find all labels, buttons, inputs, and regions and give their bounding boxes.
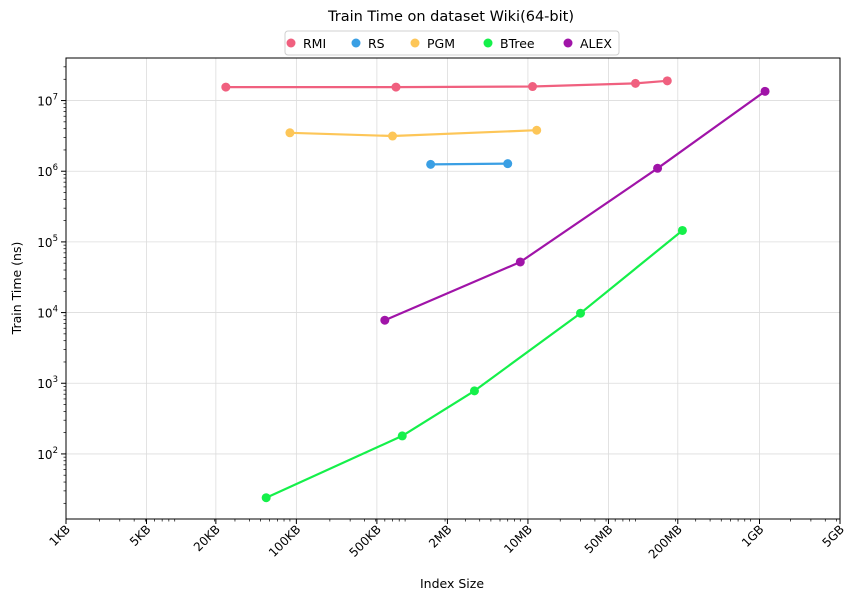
series-layer [221,76,770,503]
series-line-btree [265,229,684,499]
legend-box [284,30,620,56]
data-point-rs [426,159,436,169]
series-line-rmi [225,79,668,89]
x-axis-label: Index Size [420,576,484,591]
data-point-btree [261,493,271,503]
y-tick-label: 103 [37,375,58,391]
series-line-rs [430,162,508,166]
y-tick-label: 102 [37,446,58,462]
x-tick-label: 1GB [739,522,767,550]
data-point-pgm [388,131,398,141]
legend-marker-rs [351,38,361,48]
data-point-rmi [221,82,231,92]
y-tick-label: 106 [37,163,58,179]
data-point-alex [380,315,390,325]
x-axis-ticks: 1KB 5KB 20KB 100KB 500KB 2MB 10MB 50MB 200MB 1GB 5… [46,519,847,561]
legend: RMI RS PGM BTree ALEX [284,30,620,56]
x-tick-label: 10MB [501,522,535,556]
x-tick-label: 500KB [347,522,384,559]
data-point-rmi [662,76,672,86]
data-point-pgm [285,128,295,138]
data-point-rmi [630,78,640,88]
chart-title: Train Time on dataset Wiki(64-bit) [327,9,574,25]
legend-marker-btree [483,38,493,48]
y-axis-label: Train Time (ns) [9,242,24,336]
legend-marker-alex [563,38,573,48]
x-tick-label: 2MB [426,522,454,550]
series-btree [261,225,687,503]
y-tick-label: 107 [37,93,58,109]
legend-label-alex: ALEX [580,36,612,51]
grid [65,58,841,519]
data-point-rs [503,159,513,169]
series-rs [426,159,513,169]
series-alex [380,86,770,325]
data-point-rmi [528,82,538,92]
data-point-btree [677,225,687,235]
x-tick-label: 1KB [46,522,73,549]
legend-marker-pgm [410,38,420,48]
data-point-rmi [391,82,401,92]
data-point-alex [760,86,770,96]
x-tick-label: 20KB [191,522,223,554]
x-tick-label: 200MB [646,522,685,561]
x-tick-label: 5KB [127,522,154,549]
legend-marker-rmi [286,38,296,48]
legend-label-rs: RS [368,36,385,51]
legend-label-rmi: RMI [303,36,326,51]
x-tick-label: 5GB [819,522,847,550]
x-tick-label: 50MB [582,522,616,556]
data-point-alex [653,163,663,173]
series-line-pgm [289,129,537,138]
data-point-btree [397,431,407,441]
y-tick-label: 104 [37,305,58,321]
data-point-btree [576,308,586,318]
x-tick-label: 100KB [266,522,303,559]
y-tick-label: 105 [37,234,58,250]
legend-label-btree: BTree [500,36,535,51]
legend-label-pgm: PGM [427,36,455,51]
series-line-alex [384,90,766,322]
data-point-alex [515,257,525,267]
plot-frame [65,57,841,520]
series-rmi [221,76,672,92]
data-point-btree [469,386,479,396]
data-point-pgm [532,125,542,135]
y-axis-ticks: 102 103 104 105 106 107 [37,66,66,504]
series-pgm [285,125,542,141]
